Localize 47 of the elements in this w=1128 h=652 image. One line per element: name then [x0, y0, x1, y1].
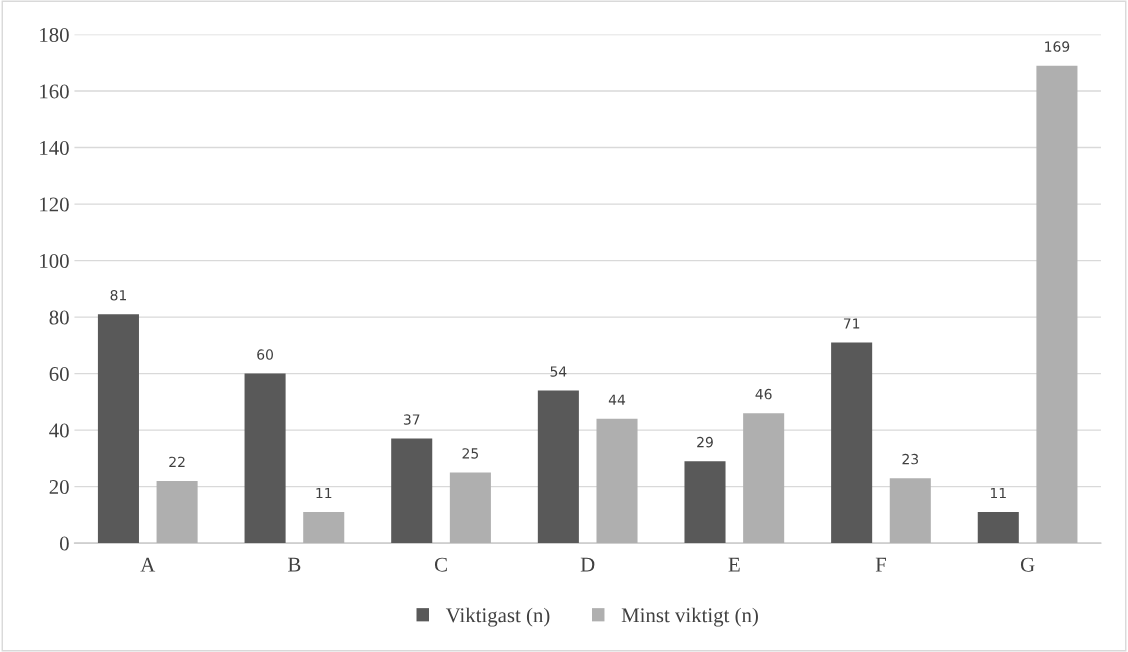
x-tick-label: A — [140, 557, 156, 572]
bar — [303, 512, 345, 544]
data-label: 11 — [316, 487, 332, 499]
y-tick-label: 140 — [40, 140, 69, 155]
x-tick-label: G — [1020, 557, 1035, 572]
data-label: 71 — [843, 318, 860, 329]
y-tick-label: 80 — [49, 310, 69, 325]
x-tick-label: B — [288, 557, 301, 572]
data-label: 60 — [257, 349, 273, 360]
x-tick-label: C — [434, 557, 447, 572]
y-tick-label: 40 — [49, 423, 69, 438]
data-label: 22 — [169, 456, 185, 467]
data-label: 54 — [550, 366, 567, 377]
y-tick-label: 120 — [40, 197, 69, 212]
data-label: 23 — [902, 453, 919, 465]
data-label: 29 — [697, 436, 713, 448]
data-label: 169 — [1045, 41, 1070, 52]
bar — [831, 342, 873, 544]
y-tick-label: 100 — [40, 253, 69, 269]
data-label: 44 — [608, 394, 626, 405]
bar — [889, 478, 931, 544]
legend-label: Viktigast (n) — [445, 607, 550, 627]
y-tick-label: 60 — [49, 366, 69, 382]
y-tick-label: 180 — [40, 27, 69, 42]
data-label: 81 — [110, 289, 126, 301]
bar — [244, 373, 286, 544]
bar — [156, 480, 198, 544]
x-tick-label: F — [875, 557, 887, 572]
bar — [743, 413, 785, 544]
y-tick-label: 20 — [49, 479, 69, 495]
bar — [1036, 65, 1078, 544]
x-tick-label: D — [580, 557, 595, 572]
bar — [977, 512, 1019, 544]
data-label: 25 — [462, 448, 478, 459]
data-label: 46 — [755, 388, 772, 400]
y-tick-label: 160 — [40, 84, 69, 99]
bar — [596, 418, 638, 544]
bar — [537, 390, 579, 544]
y-tick-label: 0 — [59, 536, 69, 551]
bar — [97, 314, 139, 544]
data-label: 37 — [403, 414, 420, 425]
bar — [391, 438, 433, 544]
bar — [684, 461, 726, 544]
bar — [449, 472, 491, 544]
x-tick-label: E — [728, 557, 740, 572]
data-label: 11 — [990, 487, 1006, 499]
legend-label: Minst viktigt (n) — [621, 607, 758, 627]
